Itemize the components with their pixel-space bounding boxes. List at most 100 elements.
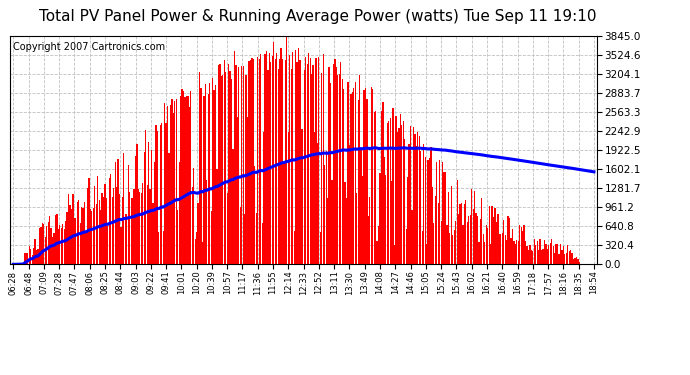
Bar <box>290 69 292 264</box>
Bar <box>259 58 260 264</box>
Bar <box>497 214 498 264</box>
Bar <box>557 244 558 264</box>
Bar <box>328 68 330 264</box>
Bar <box>96 204 97 264</box>
Bar <box>65 220 66 264</box>
Bar <box>490 244 491 264</box>
Bar <box>243 66 244 264</box>
Bar <box>403 122 404 264</box>
Bar <box>286 38 288 264</box>
Bar <box>395 116 397 264</box>
Bar <box>171 99 172 264</box>
Bar <box>311 74 312 264</box>
Bar <box>531 250 532 264</box>
Bar <box>263 132 264 264</box>
Bar <box>537 241 538 264</box>
Bar <box>334 58 335 264</box>
Bar <box>393 108 394 264</box>
Bar <box>460 204 461 264</box>
Bar <box>277 69 279 264</box>
Bar <box>574 258 575 264</box>
Bar <box>406 229 407 264</box>
Bar <box>78 200 79 264</box>
Bar <box>564 254 565 264</box>
Bar <box>362 176 363 264</box>
Bar <box>416 146 417 264</box>
Bar <box>138 189 139 264</box>
Bar <box>410 126 411 264</box>
Bar <box>103 197 104 264</box>
Bar <box>192 188 193 264</box>
Bar <box>422 231 423 264</box>
Bar <box>388 122 389 264</box>
Bar <box>426 244 427 264</box>
Bar <box>357 100 359 264</box>
Bar <box>49 216 50 264</box>
Bar <box>254 166 255 264</box>
Bar <box>330 83 331 264</box>
Bar <box>30 249 31 264</box>
Bar <box>269 53 270 264</box>
Bar <box>526 246 528 264</box>
Bar <box>264 54 266 264</box>
Bar <box>471 189 473 264</box>
Bar <box>187 96 188 264</box>
Bar <box>87 189 88 264</box>
Bar <box>390 118 391 264</box>
Bar <box>238 67 239 264</box>
Bar <box>327 198 328 264</box>
Bar <box>205 84 206 264</box>
Bar <box>157 131 158 264</box>
Bar <box>331 180 333 264</box>
Bar <box>436 162 437 264</box>
Bar <box>239 207 241 264</box>
Bar <box>553 246 554 264</box>
Bar <box>478 242 480 264</box>
Bar <box>313 65 314 264</box>
Bar <box>128 165 129 264</box>
Bar <box>528 250 529 264</box>
Bar <box>346 198 347 264</box>
Bar <box>59 225 61 264</box>
Bar <box>100 210 101 264</box>
Bar <box>529 245 531 264</box>
Bar <box>525 241 526 264</box>
Bar <box>257 57 258 264</box>
Bar <box>453 230 455 264</box>
Bar <box>275 59 276 264</box>
Bar <box>24 253 26 264</box>
Bar <box>373 112 375 264</box>
Bar <box>228 64 229 264</box>
Bar <box>90 209 91 264</box>
Bar <box>23 263 24 264</box>
Bar <box>299 60 301 264</box>
Bar <box>246 75 247 264</box>
Bar <box>423 144 424 264</box>
Bar <box>397 132 398 264</box>
Bar <box>302 129 304 264</box>
Bar <box>272 57 273 264</box>
Bar <box>323 54 324 264</box>
Bar <box>545 244 546 264</box>
Bar <box>519 225 520 264</box>
Bar <box>493 217 494 264</box>
Bar <box>40 228 41 264</box>
Bar <box>32 255 33 264</box>
Bar <box>29 246 30 264</box>
Bar <box>440 220 442 264</box>
Bar <box>180 96 181 264</box>
Bar <box>184 96 186 264</box>
Bar <box>225 72 226 264</box>
Bar <box>202 242 203 264</box>
Bar <box>386 123 388 264</box>
Bar <box>401 125 402 264</box>
Bar <box>215 85 216 264</box>
Bar <box>542 249 544 264</box>
Bar <box>170 105 171 264</box>
Bar <box>502 233 503 264</box>
Bar <box>384 158 385 264</box>
Bar <box>324 165 325 264</box>
Bar <box>446 225 448 264</box>
Bar <box>301 129 302 264</box>
Bar <box>567 246 569 264</box>
